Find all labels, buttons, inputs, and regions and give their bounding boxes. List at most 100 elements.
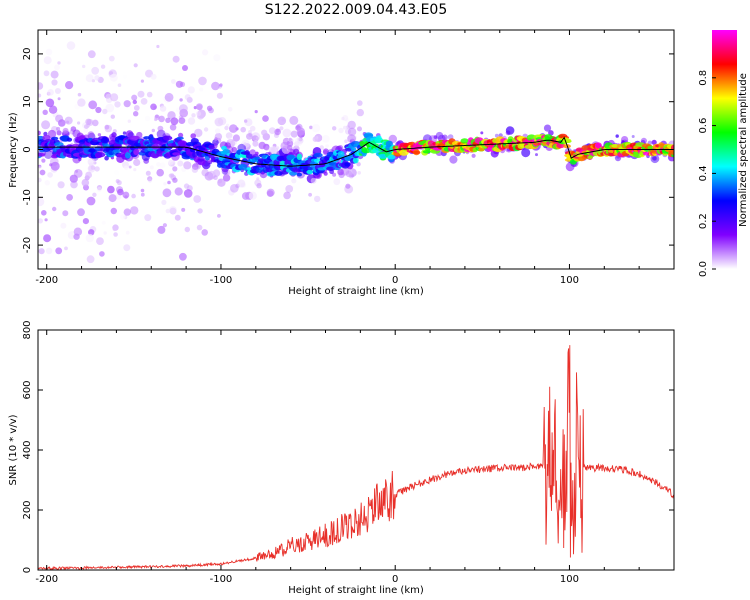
spectrogram-ridge-blob — [385, 140, 393, 148]
spectrogram-noise-blob — [252, 140, 259, 147]
spectrogram-noise-blob — [535, 153, 538, 157]
snr-panel: -200 -100 0 100 0 200 400 600 800 Height of str… — [8, 320, 675, 596]
spectrogram-noise-blob — [66, 194, 73, 201]
snr-x-label: Height of straight line (km) — [288, 585, 424, 596]
spectrogram-noise-blob — [256, 183, 262, 189]
spectrogram-noise-blob — [77, 98, 86, 107]
y-tick-label: -10 — [22, 189, 33, 205]
snr-line-layer — [38, 345, 674, 570]
spectrogram-noise-blob — [296, 137, 300, 141]
spectrogram-noise-blob — [47, 89, 54, 96]
spectrogram-noise-blob — [150, 103, 157, 111]
spectrogram-noise-blob — [282, 128, 292, 138]
spectrogram-ridge-blob — [296, 153, 303, 160]
spectrogram-noise-blob — [226, 138, 236, 148]
spectrogram-noise-blob — [356, 162, 361, 167]
spectrogram-ridge-blob — [352, 157, 359, 164]
colorbar-gradient — [712, 30, 737, 269]
spectrogram-noise-blob — [226, 123, 230, 127]
spectrogram-noise-blob — [262, 115, 269, 122]
spectrogram-noise-blob — [199, 87, 204, 92]
spectrogram-y-label: Frequency (Hz) — [8, 112, 19, 188]
spectrogram-noise-blob — [162, 188, 172, 198]
spectrogram-noise-blob — [69, 129, 76, 135]
spectrogram-noise-blob — [164, 128, 172, 136]
spectrogram-noise-blob — [268, 127, 276, 134]
spectrogram-noise-blob — [143, 130, 149, 136]
spectrogram-noise-blob — [108, 194, 117, 203]
spectrogram-noise-blob — [314, 195, 321, 203]
y-tick-label: 0 — [22, 146, 33, 152]
spectrogram-noise-blob — [82, 218, 89, 225]
spectrogram-noise-blob — [206, 105, 213, 112]
spectrogram-noise-blob — [123, 208, 131, 216]
colorbar-tick-label: 0.0 — [698, 261, 709, 277]
spectrogram-noise-blob — [51, 79, 58, 86]
spectrogram-noise-blob — [217, 178, 226, 187]
spectrogram-noise-blob — [58, 119, 66, 127]
spectrogram-noise-blob — [65, 81, 74, 90]
spectrogram-noise-blob — [322, 148, 329, 155]
spectrogram-noise-blob — [168, 206, 177, 215]
spectrogram-noise-blob — [224, 125, 229, 131]
spectrogram-noise-blob — [178, 132, 184, 138]
spectrogram-noise-blob — [110, 207, 118, 215]
spectrogram-noise-blob — [42, 109, 48, 116]
spectrogram-noise-blob — [96, 185, 103, 191]
spectrogram-ridge-blob — [274, 170, 283, 176]
spectrogram-noise-blob — [132, 99, 137, 105]
spectrogram-noise-blob — [248, 191, 257, 200]
spectrogram-noise-blob — [110, 93, 119, 102]
colorbar-tick-label: 0.6 — [698, 118, 709, 134]
spectrogram-noise-blob — [230, 184, 239, 193]
spectrogram-noise-blob — [215, 128, 221, 134]
spectrogram-noise-blob — [52, 206, 57, 212]
spectrogram-noise-blob — [347, 134, 356, 144]
spectrogram-noise-blob — [131, 94, 138, 101]
spectrogram-noise-blob — [298, 137, 303, 142]
y-tick-label: 20 — [22, 48, 33, 61]
spectrogram-noise-blob — [177, 160, 184, 167]
spectrogram-noise-blob — [652, 155, 657, 161]
spectrogram-noise-blob — [196, 104, 203, 110]
spectrogram-noise-blob — [345, 170, 353, 178]
spectrogram-noise-blob — [357, 100, 363, 106]
spectrogram-noise-blob — [133, 63, 138, 68]
spectrogram-noise-blob — [41, 158, 46, 163]
spectrogram-noise-blob — [113, 169, 120, 176]
spectrogram-noise-blob — [221, 168, 229, 175]
spectrogram-noise-blob — [87, 50, 96, 59]
spectrogram-noise-blob — [248, 130, 252, 134]
spectrogram-noise-blob — [311, 124, 321, 133]
y-tick-label: 800 — [22, 320, 33, 339]
spectrogram-noise-blob — [243, 142, 247, 146]
spectrogram-noise-blob — [266, 188, 275, 197]
spectrogram-noise-blob — [174, 187, 183, 196]
spectrogram-noise-blob — [217, 214, 221, 218]
spectrogram-noise-blob — [95, 106, 102, 114]
spectrogram-noise-blob — [57, 181, 65, 189]
spectrogram-ridge-blob — [192, 151, 198, 158]
x-tick-label: 0 — [392, 574, 398, 585]
spectrogram-ridge-blob — [100, 137, 110, 144]
spectrogram-noise-blob — [45, 247, 53, 255]
spectrogram-noise-blob — [237, 179, 246, 188]
spectrogram-noise-blob — [191, 166, 199, 173]
spectrogram-noise-blob — [174, 214, 181, 221]
spectrogram-ridge-blob — [208, 144, 215, 150]
spectrogram-noise-blob — [312, 136, 319, 142]
spectrogram-noise-blob — [117, 83, 122, 87]
spectrogram-noise-blob — [113, 232, 118, 237]
spectrogram-noise-blob — [104, 92, 111, 99]
spectrogram-noise-blob — [72, 129, 81, 138]
spectrogram-noise-blob — [202, 49, 209, 56]
spectrogram-noise-blob — [55, 247, 63, 255]
spectrogram-noise-blob — [280, 141, 289, 151]
spectrogram-noise-blob — [105, 103, 115, 113]
spectrogram-noise-blob — [191, 113, 196, 118]
spectrogram-noise-blob — [38, 218, 43, 224]
spectrogram-noise-blob — [92, 119, 99, 127]
spectrogram-noise-blob — [77, 208, 85, 217]
spectrogram-ridge-blob — [51, 136, 59, 140]
spectrogram-noise-blob — [182, 65, 188, 71]
